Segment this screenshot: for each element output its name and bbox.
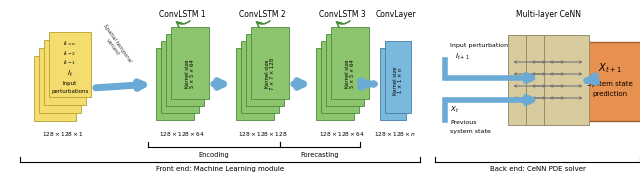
FancyBboxPatch shape bbox=[579, 43, 640, 121]
Text: $128 \times 128 \times 64$: $128 \times 128 \times 64$ bbox=[319, 130, 365, 138]
Text: $128 \times 128 \times n$: $128 \times 128 \times n$ bbox=[374, 130, 417, 138]
Text: Previous: Previous bbox=[450, 119, 477, 125]
Bar bbox=[508, 35, 552, 125]
Text: Kernel size
7 × 7 × 128: Kernel size 7 × 7 × 128 bbox=[264, 57, 275, 90]
Text: $I_{t+1}$: $I_{t+1}$ bbox=[455, 52, 470, 62]
Bar bbox=[44, 39, 86, 104]
Bar bbox=[326, 34, 364, 106]
Text: Back end: CeNN PDE solver: Back end: CeNN PDE solver bbox=[490, 166, 586, 172]
Text: $I_{t=n}$: $I_{t=n}$ bbox=[63, 40, 77, 49]
Text: $I_{t-1}$: $I_{t-1}$ bbox=[63, 58, 77, 68]
Text: ConvLSTM 1: ConvLSTM 1 bbox=[159, 10, 206, 19]
Bar bbox=[236, 48, 274, 120]
Bar bbox=[316, 48, 354, 120]
Bar bbox=[543, 35, 589, 125]
Text: $128 \times 128 \times 128$: $128 \times 128 \times 128$ bbox=[237, 130, 287, 138]
Text: System state: System state bbox=[587, 81, 633, 87]
Text: Kernel size
5 × 5 × 64: Kernel size 5 × 5 × 64 bbox=[184, 59, 195, 88]
Bar bbox=[331, 27, 369, 99]
Bar bbox=[241, 41, 279, 113]
Text: $128 \times 128 \times 64$: $128 \times 128 \times 64$ bbox=[159, 130, 205, 138]
Text: ConvLSTM 2: ConvLSTM 2 bbox=[239, 10, 286, 19]
Text: Forecasting: Forecasting bbox=[301, 152, 339, 158]
Bar bbox=[171, 27, 209, 99]
Text: $128 \times 128 \times 1$: $128 \times 128 \times 1$ bbox=[42, 131, 83, 138]
Text: Input perturbation: Input perturbation bbox=[450, 43, 508, 47]
Bar bbox=[251, 27, 289, 99]
Text: $X_{t+1}$: $X_{t+1}$ bbox=[598, 61, 622, 75]
Text: Multi-layer CeNN: Multi-layer CeNN bbox=[515, 10, 580, 19]
Text: $X_t$: $X_t$ bbox=[450, 105, 459, 115]
Text: Encoding: Encoding bbox=[198, 152, 229, 158]
Text: Front end: Machine Learning module: Front end: Machine Learning module bbox=[156, 166, 284, 172]
Bar bbox=[39, 47, 81, 113]
Text: system state: system state bbox=[450, 129, 491, 134]
Text: $I_{t-2}$: $I_{t-2}$ bbox=[63, 50, 77, 58]
Text: ConvLayer: ConvLayer bbox=[375, 10, 416, 19]
Bar bbox=[525, 35, 570, 125]
Bar bbox=[380, 48, 406, 120]
Text: perturbations: perturbations bbox=[51, 89, 89, 94]
Bar bbox=[161, 41, 199, 113]
Text: ConvLSTM 3: ConvLSTM 3 bbox=[319, 10, 366, 19]
Bar bbox=[49, 31, 91, 96]
Text: $I_{t}$: $I_{t}$ bbox=[67, 69, 73, 79]
Bar bbox=[166, 34, 204, 106]
Text: Kernel size
5 × 5 × 64: Kernel size 5 × 5 × 64 bbox=[344, 59, 355, 88]
Text: Input: Input bbox=[63, 81, 77, 85]
Text: Kernel size
1 × 1 × n: Kernel size 1 × 1 × n bbox=[392, 66, 403, 95]
Text: Spatial temporal
variant: Spatial temporal variant bbox=[97, 23, 132, 67]
Bar bbox=[246, 34, 284, 106]
Text: prediction: prediction bbox=[593, 91, 628, 97]
Bar bbox=[34, 56, 76, 121]
Bar bbox=[385, 41, 411, 113]
Bar bbox=[321, 41, 359, 113]
Bar bbox=[156, 48, 194, 120]
